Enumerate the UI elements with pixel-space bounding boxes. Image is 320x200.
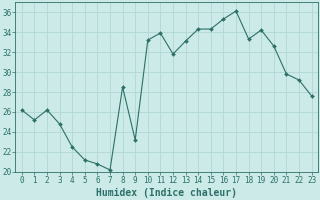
X-axis label: Humidex (Indice chaleur): Humidex (Indice chaleur) [96, 188, 237, 198]
